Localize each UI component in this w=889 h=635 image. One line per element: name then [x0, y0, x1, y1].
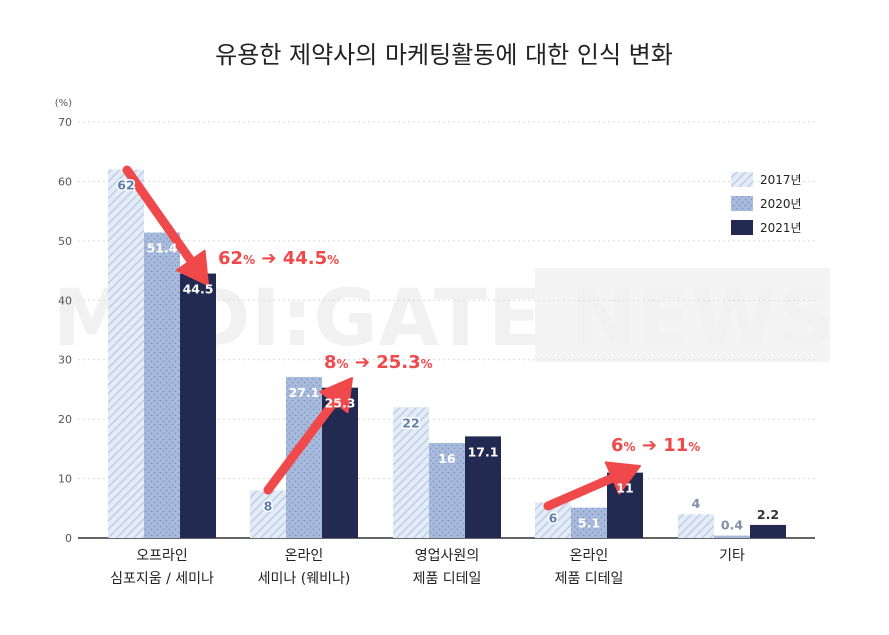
- x-category-label: 온라인: [570, 548, 609, 564]
- bar: [678, 514, 714, 538]
- bar: [429, 442, 465, 538]
- bar-value-label: 51.4: [147, 241, 178, 256]
- x-category-label: 세미나 (웨비나): [258, 571, 351, 587]
- annotation-part: 8: [324, 352, 337, 373]
- bar: [144, 232, 180, 538]
- bar-value-label: 6: [549, 510, 558, 525]
- bar-value-label: 22: [402, 415, 419, 430]
- annotation-part: 44.5: [283, 248, 327, 269]
- trend-arrow: [263, 377, 353, 495]
- annotation-part: %: [243, 253, 255, 267]
- bar-value-label: 44.5: [183, 282, 214, 297]
- annotation-part: 11: [663, 435, 688, 456]
- bar-value-label: 8: [264, 498, 273, 513]
- arrow-shaft: [543, 473, 617, 511]
- annotation-part: ➔: [636, 435, 664, 456]
- annotation-part: 25.3: [376, 352, 420, 373]
- x-category-label: 영업사원의: [415, 548, 479, 564]
- trend-arrow: [122, 165, 209, 286]
- bar-value-label: 62: [117, 178, 134, 193]
- x-category-label: 온라인: [285, 548, 324, 564]
- bar: [393, 407, 429, 538]
- bar: [465, 436, 501, 538]
- trend-arrow: [543, 461, 641, 511]
- legend-swatch: [731, 172, 753, 187]
- arrow-shaft: [122, 165, 196, 265]
- annotation-part: ➔: [349, 352, 377, 373]
- legend-label: 2020년: [760, 197, 802, 211]
- legend-label: 2021년: [760, 221, 802, 235]
- change-annotation: 8% ➔ 25.3%: [324, 352, 433, 373]
- y-unit-label: (%): [55, 98, 72, 109]
- annotation-part: %: [421, 357, 433, 371]
- change-annotation: 6% ➔ 11%: [611, 435, 700, 456]
- legend-swatch: [731, 196, 753, 211]
- arrow-head: [175, 249, 209, 286]
- arrow-head: [319, 377, 353, 414]
- bar: [750, 524, 786, 538]
- y-tick-label: 40: [58, 294, 72, 307]
- bar: [571, 507, 607, 538]
- bar-value-label: 16: [438, 451, 456, 466]
- bar-value-label: 0.4: [721, 518, 743, 533]
- y-tick-label: 10: [58, 473, 72, 486]
- x-category-label: 오프라인: [136, 548, 188, 564]
- watermark-box: [535, 268, 830, 362]
- bar-value-label: 2.2: [757, 507, 779, 522]
- annotation-part: %: [327, 253, 339, 267]
- x-category-label: 기타: [719, 548, 745, 564]
- change-annotation: 62% ➔ 44.5%: [218, 248, 339, 269]
- bar-value-label: 25.3: [325, 396, 356, 411]
- bar: [180, 273, 216, 538]
- y-tick-label: 0: [65, 532, 72, 545]
- annotation-part: %: [624, 440, 636, 454]
- y-tick-label: 60: [58, 175, 72, 188]
- bar-value-label: 4: [692, 496, 701, 511]
- trend-arrows: [122, 165, 641, 511]
- legend: 2017년 2020년 2021년: [731, 172, 802, 235]
- annotation-part: 62: [218, 248, 243, 269]
- bar-value-label: 11: [616, 481, 633, 496]
- bar: [108, 169, 144, 539]
- annotation-part: ➔: [255, 248, 283, 269]
- bar-value-label: 5.1: [578, 516, 600, 531]
- bar-value-label: 27.1: [289, 385, 320, 400]
- y-tick-label: 30: [58, 354, 72, 367]
- arrow-head: [604, 461, 641, 495]
- bar-value-label: 17.1: [468, 444, 499, 459]
- y-tick-label: 50: [58, 235, 72, 248]
- annotation-part: %: [337, 357, 349, 371]
- chart-title: 유용한 제약사의 마케팅활동에 대한 인식 변화: [215, 41, 673, 69]
- legend-label: 2017년: [760, 173, 802, 187]
- bar: [714, 535, 750, 538]
- x-category-label: 제품 디테일: [555, 571, 624, 587]
- bar: [250, 490, 286, 538]
- annotation-part: %: [688, 440, 700, 454]
- y-tick-label: 70: [58, 116, 72, 129]
- legend-swatch: [731, 220, 753, 235]
- x-category-label: 제품 디테일: [413, 571, 482, 587]
- y-tick-label: 20: [58, 413, 72, 426]
- x-category-label: 심포지움 / 세미나: [110, 571, 214, 587]
- arrow-shaft: [263, 397, 339, 495]
- annotation-part: 6: [611, 435, 624, 456]
